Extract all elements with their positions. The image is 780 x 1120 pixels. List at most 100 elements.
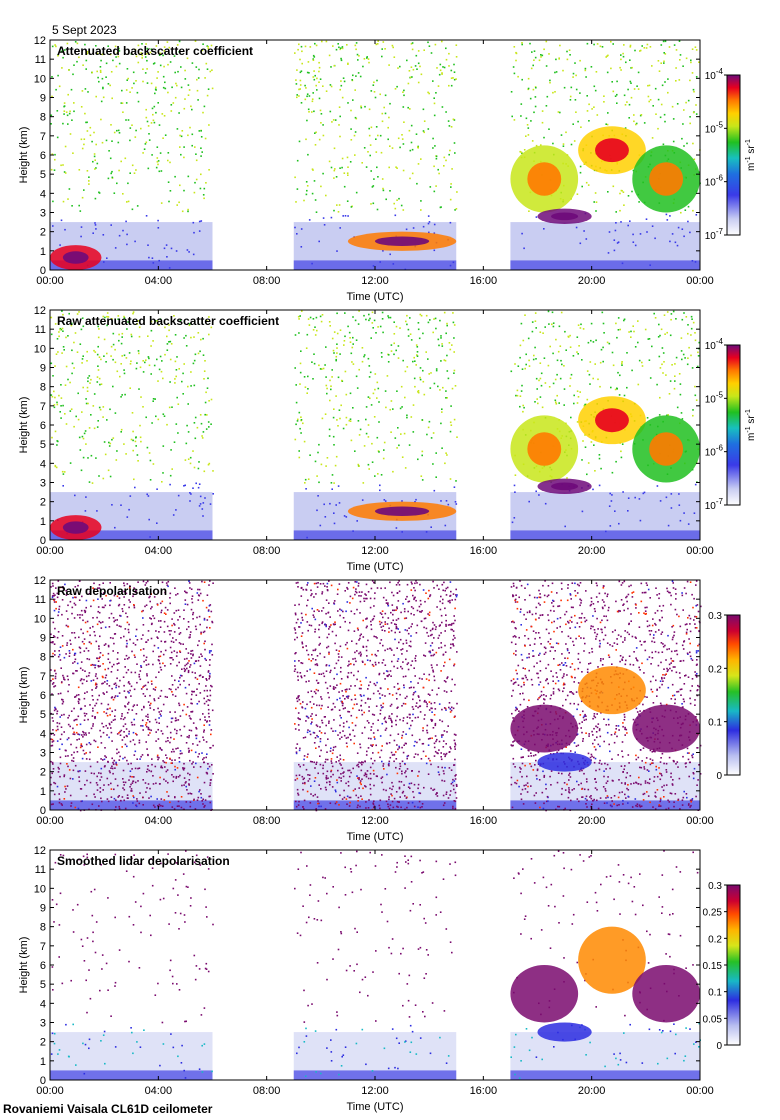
noise-pixel [423, 673, 425, 675]
noise-pixel [307, 318, 310, 320]
noise-pixel [120, 342, 123, 345]
noise-pixel [337, 734, 339, 736]
noise-pixel [377, 473, 379, 475]
noise-pixel [673, 44, 676, 46]
noise-pixel [422, 380, 425, 383]
noise-pixel [372, 802, 374, 804]
noise-pixel [648, 338, 651, 340]
noise-pixel [643, 47, 646, 49]
noise-pixel [64, 145, 67, 148]
noise-pixel [186, 628, 188, 631]
noise-pixel [120, 625, 122, 628]
noise-pixel [689, 122, 691, 125]
noise-pixel [199, 789, 201, 791]
noise-pixel [105, 62, 108, 65]
noise-pixel [351, 79, 353, 81]
noise-pixel [452, 707, 455, 710]
noise-pixel [418, 696, 420, 698]
noise-pixel [209, 672, 211, 675]
noise-pixel [196, 426, 199, 429]
noise-pixel [146, 748, 148, 750]
noise-pixel [389, 705, 392, 707]
noise-pixel [453, 634, 455, 637]
noise-pixel [134, 240, 136, 243]
noise-pixel [327, 645, 330, 648]
noise-pixel [563, 86, 566, 89]
noise-pixel [179, 134, 181, 137]
noise-pixel [448, 342, 451, 344]
noise-pixel [579, 242, 582, 245]
noise-pixel [190, 657, 193, 659]
noise-pixel [365, 676, 367, 679]
noise-pixel [419, 711, 422, 713]
noise-pixel [160, 620, 162, 622]
noise-pixel [414, 65, 417, 67]
noise-pixel [435, 157, 438, 160]
noise-pixel [596, 43, 599, 45]
noise-pixel [99, 69, 102, 72]
noise-pixel [378, 401, 380, 403]
noise-pixel [667, 524, 670, 527]
noise-pixel [342, 707, 345, 710]
noise-pixel [103, 693, 105, 695]
noise-pixel [419, 65, 421, 68]
noise-pixel [170, 640, 173, 643]
noise-pixel [73, 617, 76, 619]
noise-pixel [73, 367, 75, 369]
noise-pixel [145, 604, 148, 606]
noise-pixel [349, 621, 351, 624]
noise-pixel [198, 656, 201, 658]
noise-pixel [388, 798, 390, 801]
noise-pixel [393, 353, 395, 356]
noise-pixel [418, 677, 421, 680]
noise-pixel [78, 702, 80, 705]
noise-pixel [68, 655, 71, 657]
noise-pixel [358, 368, 360, 371]
noise-pixel [680, 412, 683, 414]
noise-pixel [452, 261, 455, 264]
noise-pixel [190, 653, 192, 655]
noise-pixel [155, 45, 158, 47]
noise-pixel [341, 166, 343, 169]
noise-pixel [78, 599, 81, 601]
noise-pixel [320, 113, 323, 115]
noise-pixel [379, 325, 382, 328]
noise-pixel [329, 616, 331, 618]
noise-pixel [70, 324, 73, 327]
data-field [50, 580, 702, 812]
noise-pixel [162, 472, 164, 474]
noise-pixel [99, 787, 102, 789]
noise-pixel [170, 736, 172, 739]
noise-pixel [447, 120, 450, 122]
noise-pixel [409, 333, 412, 335]
noise-pixel [410, 625, 412, 628]
noise-pixel [77, 686, 80, 689]
noise-pixel [80, 800, 83, 803]
noise-pixel [186, 424, 188, 427]
noise-pixel [121, 355, 123, 357]
noise-pixel [78, 56, 80, 59]
noise-pixel [387, 803, 389, 805]
noise-pixel [109, 714, 111, 716]
noise-pixel [96, 510, 98, 512]
noise-pixel [675, 80, 677, 82]
noise-pixel [450, 84, 453, 87]
noise-pixel [628, 103, 631, 106]
noise-pixel [163, 115, 166, 117]
noise-pixel [60, 328, 62, 331]
noise-pixel [320, 805, 322, 808]
noise-pixel [93, 153, 96, 155]
noise-pixel [298, 729, 300, 731]
noise-pixel [306, 756, 309, 758]
noise-pixel [183, 337, 185, 339]
noise-pixel [634, 346, 637, 348]
noise-pixel [316, 509, 318, 512]
noise-pixel [653, 312, 655, 315]
noise-pixel [96, 381, 99, 383]
noise-pixel [404, 268, 407, 271]
noise-pixel [78, 698, 81, 701]
noise-pixel [338, 106, 341, 108]
noise-pixel [179, 676, 181, 679]
noise-pixel [188, 683, 190, 686]
noise-pixel [412, 227, 415, 229]
